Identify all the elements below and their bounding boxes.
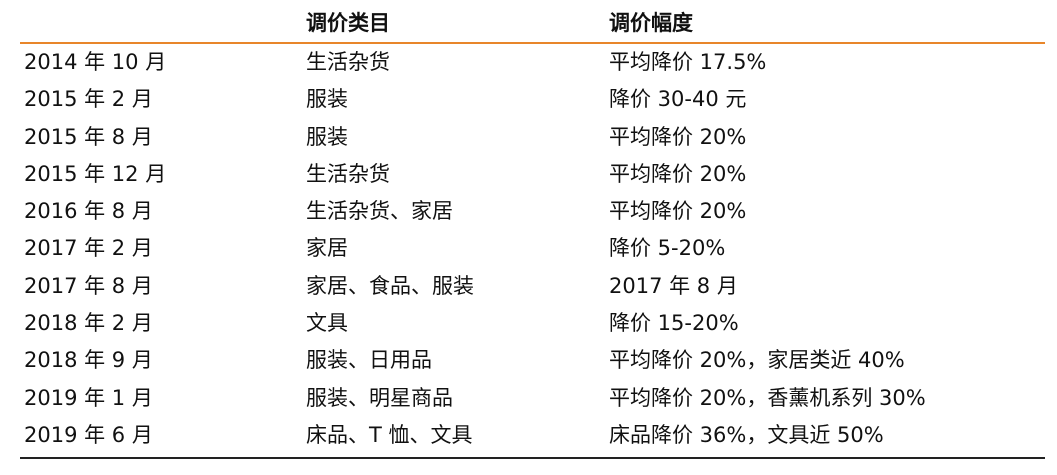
row-date: 2017 年 2 月 bbox=[24, 236, 153, 261]
table-row: 2018 年 2 月 文具 降价 15-20% bbox=[20, 305, 1045, 342]
row-range: 平均降价 17.5% bbox=[609, 50, 767, 74]
table-row: 2016 年 8 月 生活杂货、家居 平均降价 20% bbox=[20, 193, 1045, 230]
row-category: 生活杂货、家居 bbox=[306, 199, 453, 224]
row-range: 平均降价 20% bbox=[609, 161, 747, 186]
table-row: 2019 年 1 月 服装、明星商品 平均降价 20%，香薰机系列 30% bbox=[20, 380, 1045, 417]
row-range: 平均降价 20%，家居类近 40% bbox=[609, 348, 905, 373]
table-row: 2017 年 2 月 家居 降价 5-20% bbox=[20, 230, 1045, 267]
row-date: 2018 年 9 月 bbox=[24, 348, 153, 373]
table-row: 2017 年 8 月 家居、食品、服装 2017 年 8 月 bbox=[20, 268, 1045, 305]
table-row: 2015 年 8 月 服装 平均降价 20% bbox=[20, 119, 1045, 156]
table-bottom-rule bbox=[20, 457, 1045, 459]
row-category: 生活杂货 bbox=[306, 161, 390, 186]
row-category: 生活杂货 bbox=[306, 50, 390, 74]
row-category: 文具 bbox=[306, 311, 348, 336]
row-category: 服装 bbox=[306, 124, 348, 149]
row-range: 降价 30-40 元 bbox=[609, 87, 747, 112]
row-range: 平均降价 20% bbox=[609, 124, 747, 149]
row-category: 服装 bbox=[306, 87, 348, 112]
row-date: 2015 年 12 月 bbox=[24, 161, 167, 186]
header-range: 调价幅度 bbox=[609, 11, 693, 35]
row-range: 降价 15-20% bbox=[609, 311, 739, 336]
row-date: 2018 年 2 月 bbox=[24, 311, 153, 336]
table-row: 2018 年 9 月 服装、日用品 平均降价 20%，家居类近 40% bbox=[20, 342, 1045, 379]
row-date: 2015 年 2 月 bbox=[24, 87, 153, 112]
row-date: 2019 年 6 月 bbox=[24, 422, 153, 447]
row-range: 降价 5-20% bbox=[609, 236, 726, 261]
row-date: 2015 年 8 月 bbox=[24, 124, 153, 149]
row-date: 2019 年 1 月 bbox=[24, 385, 153, 410]
row-category: 床品、T 恤、文具 bbox=[306, 422, 473, 447]
row-range: 2017 年 8 月 bbox=[609, 273, 738, 298]
table-row: 2015 年 2 月 服装 降价 30-40 元 bbox=[20, 81, 1045, 118]
row-category: 家居 bbox=[306, 236, 348, 261]
row-category: 家居、食品、服装 bbox=[306, 273, 474, 298]
row-range: 平均降价 20% bbox=[609, 199, 747, 224]
price-adjustment-table: 调价类目 调价幅度 2014 年 10 月生活杂货 平均降价 17.5% 2015 … bbox=[20, 0, 1045, 454]
row-category: 服装、日用品 bbox=[306, 348, 432, 373]
table-row: 2014 年 10 月 生活杂货 平均降价 17.5% bbox=[20, 44, 1045, 81]
table-body: 2014 年 10 月生活杂货 平均降价 17.5% 2015 年 2 月服装 降价 … bbox=[20, 44, 1045, 454]
table-row: 2019 年 6 月 床品、T 恤、文具 床品降价 36%，文具近 50% bbox=[20, 417, 1045, 454]
table-header: 调价类目 调价幅度 bbox=[20, 0, 1045, 44]
row-date: 2017 年 8 月 bbox=[24, 273, 153, 298]
table-row: 2015 年 12 月 生活杂货 平均降价 20% bbox=[20, 156, 1045, 193]
row-category: 服装、明星商品 bbox=[306, 385, 453, 410]
header-category: 调价类目 bbox=[306, 11, 390, 35]
row-range: 床品降价 36%，文具近 50% bbox=[609, 422, 884, 447]
row-range: 平均降价 20%，香薰机系列 30% bbox=[609, 385, 926, 410]
row-date: 2014 年 10 月 bbox=[24, 50, 167, 74]
row-date: 2016 年 8 月 bbox=[24, 199, 153, 224]
